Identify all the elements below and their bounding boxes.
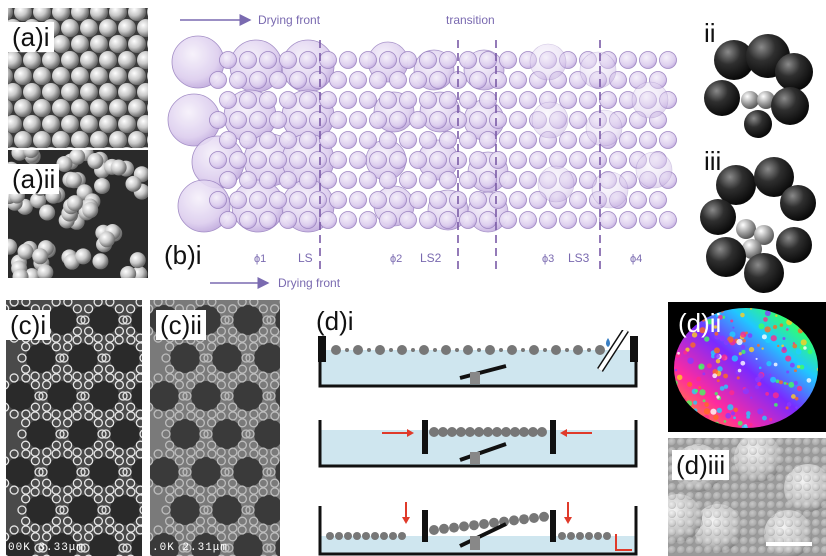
label-d-ii: (d)ii [678,308,722,338]
phase-labels: ϕ1 LS ϕ2 LS2 ϕ3 LS3 ϕ4 [254,251,642,265]
label-a-i: (a)i [8,22,54,52]
scale-text-c-i: 00K 3.33μm [8,542,85,554]
label-c-i: (c)i [6,310,51,340]
drying-front-label-top: Drying front [258,13,321,27]
label-b-ii: ii [704,18,716,48]
phase-label-phi1: ϕ1 [254,253,266,265]
cluster-model-ii [690,0,826,140]
label-b-iii: iii [704,146,722,176]
transition-label: transition [446,13,495,27]
sphere-packing [167,35,677,233]
phase-label-phi2: ϕ2 [390,253,402,265]
sem-image-d-iii [668,438,826,556]
phase-label-ls: LS [298,251,313,265]
phase-label-phi3: ϕ3 [542,253,554,265]
wafer-photo-d-ii [668,302,826,432]
drying-front-label-bottom: Drying front [278,276,341,290]
sem-image-a-i [8,8,148,148]
phase-label-ls3: LS3 [568,251,590,265]
label-d-iii: (d)iii [672,450,730,480]
sphere-monolayer-a-i [8,8,148,148]
sem-image-c-i: 00K 3.33μm [6,300,142,556]
phase-label-phi4: ϕ4 [630,253,642,265]
scale-text-c-ii: .0K 2.31μm [152,542,229,554]
phase-label-ls2: LS2 [420,251,442,265]
drying-front-diagram: Drying front transition ϕ1 LS ϕ2 LS2 ϕ3 … [158,0,678,300]
trough-schematic [310,330,650,556]
label-a-ii: (a)ii [8,164,60,194]
label-b-i: (b)i [164,240,202,270]
cluster-model-iii [690,145,826,295]
label-c-ii: (c)ii [156,310,206,340]
label-d-i: (d)i [316,306,354,336]
